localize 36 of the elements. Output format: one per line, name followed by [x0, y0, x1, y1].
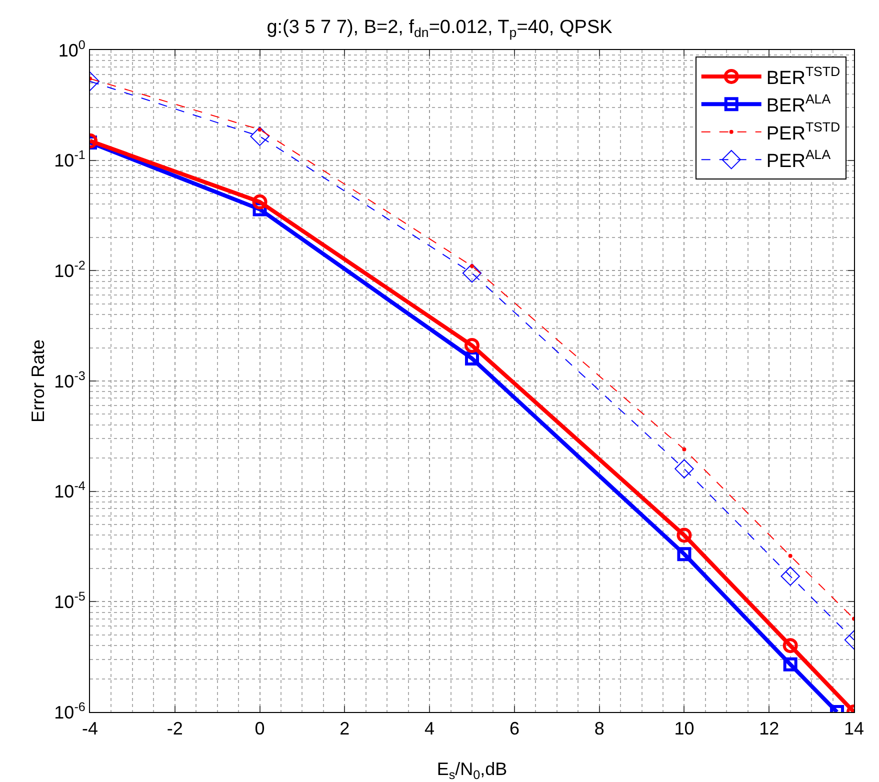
point [470, 264, 474, 268]
legend-label: PER$^{ALA}$ [766, 147, 831, 172]
x-tick-label: 10 [674, 718, 694, 739]
point [674, 459, 694, 478]
point [783, 657, 798, 672]
x-axis-title: E$_{s}$/N$_{0}$,dB [436, 759, 508, 782]
legend-label: BER$^{TSTD}$ [766, 64, 840, 89]
y-tick-label: 10$^{-2}$ [54, 258, 86, 281]
legend-label: BER$^{ALA}$ [766, 92, 831, 117]
y-tick-label: 10$^{-4}$ [54, 479, 86, 502]
point [250, 126, 270, 146]
point [677, 547, 692, 562]
point [782, 638, 798, 654]
x-tick-label: -2 [166, 718, 183, 739]
point [788, 554, 792, 558]
y-tick-label: 10$^{-1}$ [54, 148, 86, 171]
point [676, 528, 692, 543]
y-tick-label: 10$^{-3}$ [54, 368, 86, 392]
x-tick-label: 0 [254, 718, 265, 739]
x-tick-label: 8 [594, 718, 604, 739]
y-axis-title: Error Rate [28, 339, 48, 423]
point [780, 566, 800, 586]
point [252, 194, 268, 210]
y-tick-label: 10$^{0}$ [58, 38, 86, 60]
chart-title: g:(3 5 7 7), B=2, f$_{dn}$=0.012, T$_{p}$=40, QPSK [266, 16, 613, 40]
x-tick-label: 2 [340, 718, 350, 739]
point [682, 447, 686, 452]
legend-label: PER$^{TSTD}$ [766, 119, 840, 144]
x-tick-label: 12 [759, 718, 780, 739]
x-tick-label: 4 [424, 718, 435, 739]
x-tick-label: 6 [509, 718, 520, 739]
point [462, 264, 482, 283]
y-tick-label: 10$^{-5}$ [54, 589, 86, 612]
point [258, 128, 262, 132]
x-tick-label: 14 [844, 718, 864, 739]
point [464, 338, 480, 353]
